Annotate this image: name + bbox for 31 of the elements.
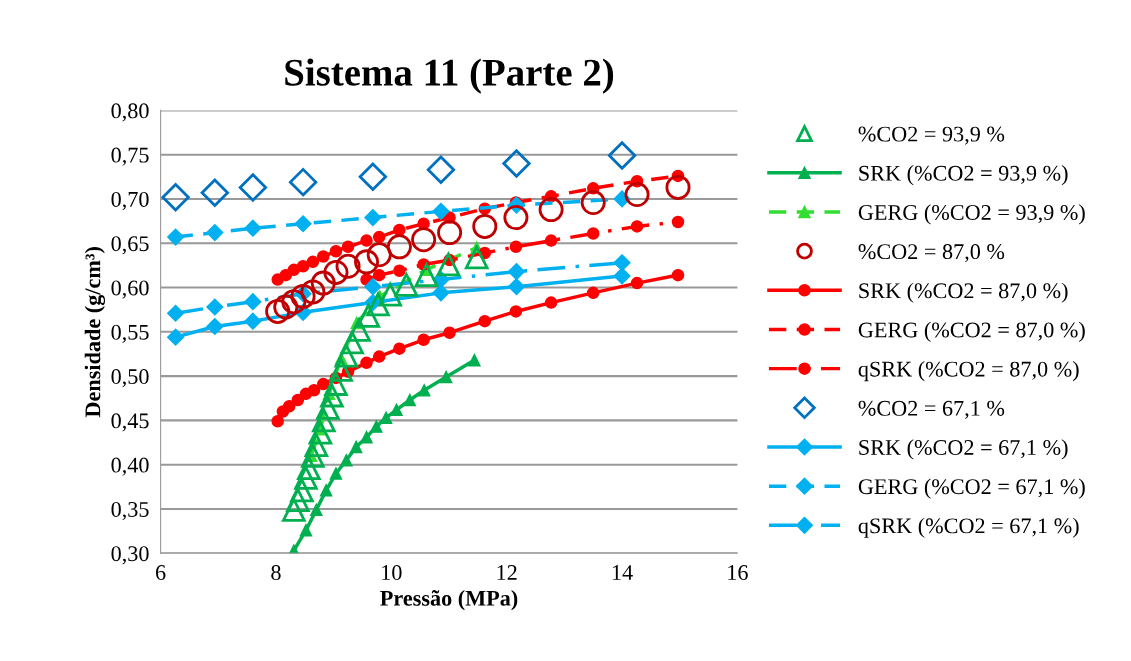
legend-label: GERG (%CO2 = 87,0 %) xyxy=(858,321,1085,342)
y-tick-label: 0,40 xyxy=(111,457,149,476)
chart-title: Sistema 11 (Parte 2) xyxy=(285,58,614,94)
x-tick-label: 16 xyxy=(728,565,748,581)
legend-label: SRK (%CO2 = 67,1 %) xyxy=(859,439,1068,460)
x-tick-label: 8 xyxy=(271,565,281,581)
x-tick-label: 10 xyxy=(382,565,402,581)
legend-label: %CO2 = 67,1 % xyxy=(858,400,1005,419)
legend-label: qSRK (%CO2 = 87,0 %) xyxy=(858,360,1079,382)
y-tick-label: 0,75 xyxy=(111,147,149,166)
legend-label: SRK (%CO2 = 87,0 %) xyxy=(859,282,1068,303)
y-tick-label: 0,35 xyxy=(111,501,149,521)
y-tick-label: 0,50 xyxy=(111,369,149,388)
x-tick-label: 6 xyxy=(156,565,166,581)
legend-label: SRK (%CO2 = 93,9 %) xyxy=(859,165,1068,186)
y-axis-title: Densidade (g/cm³) xyxy=(84,247,106,418)
legend-label: %CO2 = 93,9 % xyxy=(858,126,1005,145)
y-tick-label: 0,30 xyxy=(111,546,149,565)
y-tick-label: 0,80 xyxy=(111,103,149,122)
y-tick-label: 0,55 xyxy=(111,324,149,343)
legend-label: qSRK (%CO2 = 67,1 %) xyxy=(858,517,1079,538)
x-tick-label: 14 xyxy=(612,565,633,580)
x-tick-label: 12 xyxy=(497,565,517,580)
x-axis-title: Pressão (MPa) xyxy=(380,590,518,611)
legend-label: %CO2 = 87,0 % xyxy=(858,244,1005,263)
y-tick-label: 0,65 xyxy=(111,236,149,255)
y-tick-label: 0,60 xyxy=(111,280,149,299)
legend-label: GERG (%CO2 = 93,9 %) xyxy=(858,204,1085,225)
y-tick-label: 0,45 xyxy=(111,413,149,432)
y-tick-label: 0,70 xyxy=(111,191,149,211)
legend-label: GERG (%CO2 = 67,1 %) xyxy=(858,478,1085,499)
